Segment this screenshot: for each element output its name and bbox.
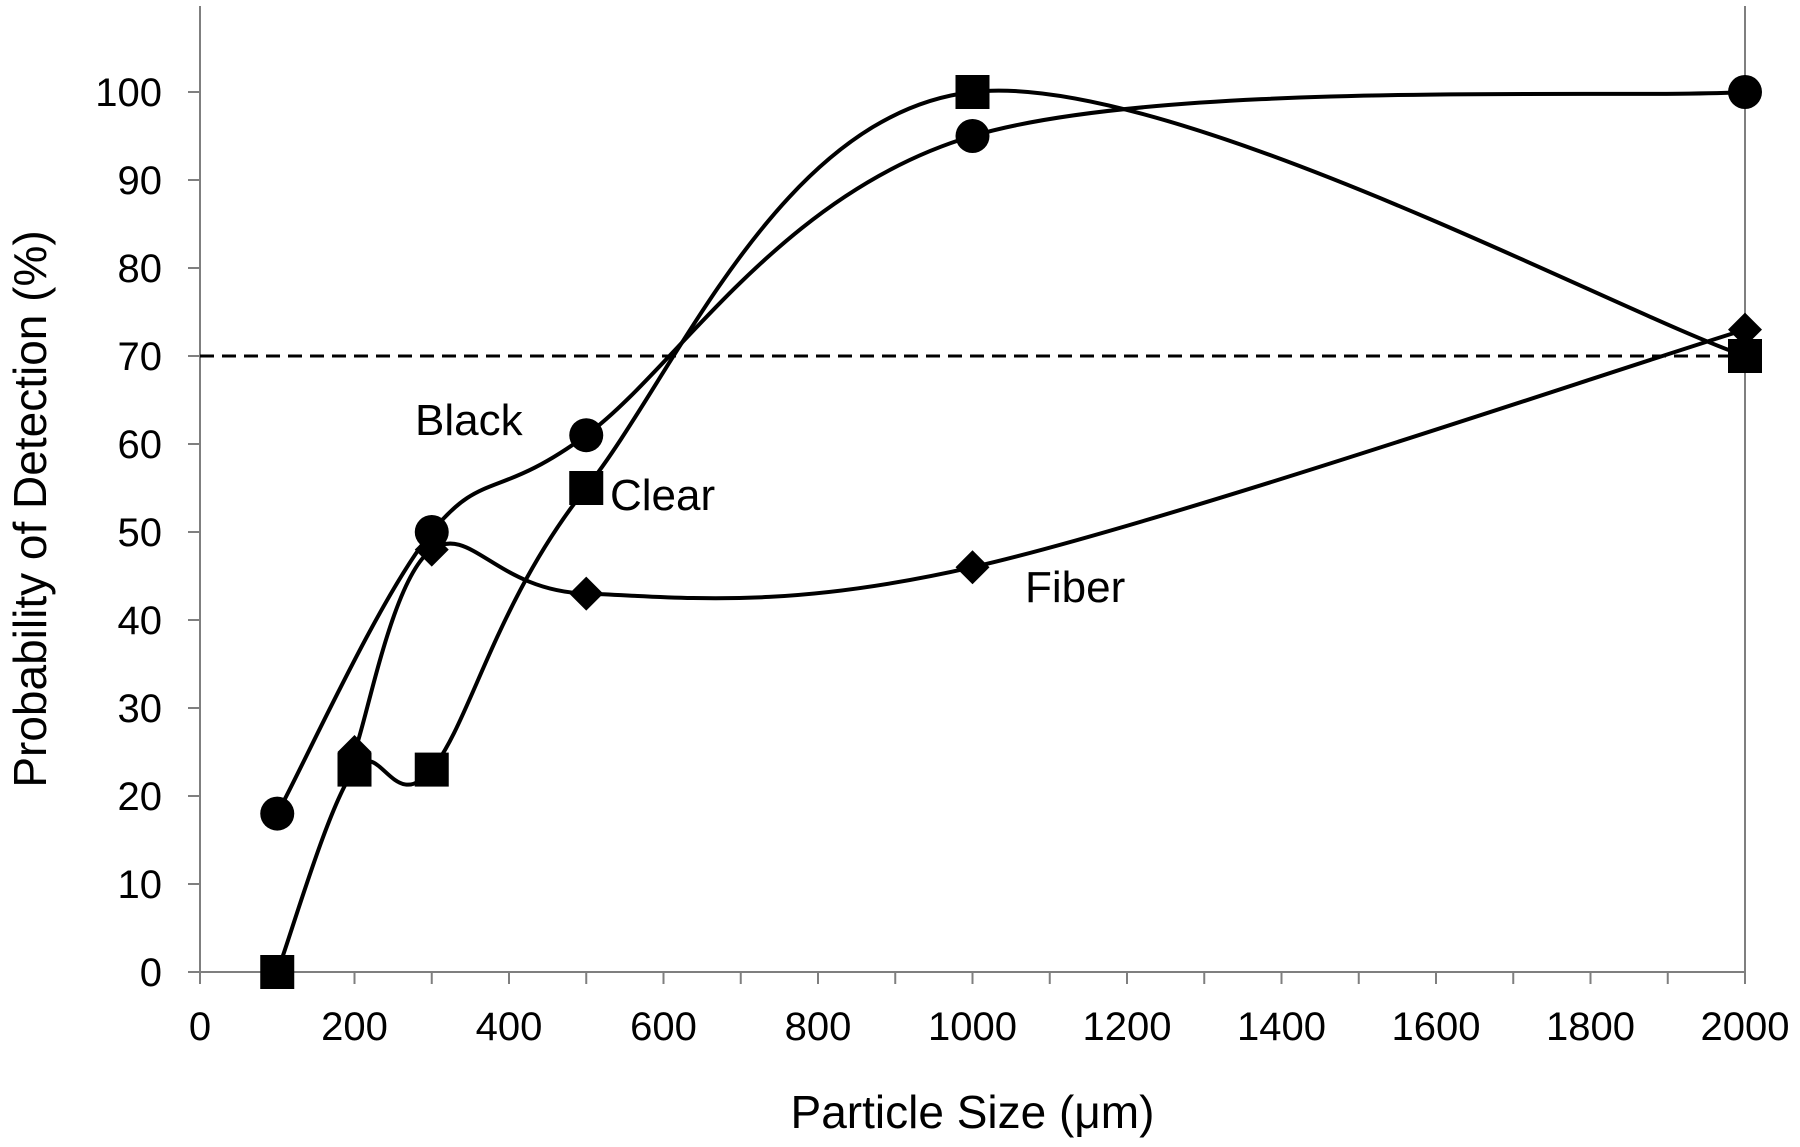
- x-tick-label: 1600: [1392, 1005, 1481, 1049]
- series-line-clear: [275, 88, 1746, 973]
- x-axis-title: Particle Size (μm): [791, 1086, 1155, 1138]
- marker-fiber: [955, 550, 990, 585]
- x-tick-label: 1000: [928, 1005, 1017, 1049]
- series-label-clear: Clear: [610, 471, 715, 520]
- y-tick-label: 40: [118, 599, 163, 643]
- series-label-fiber: Fiber: [1025, 563, 1125, 612]
- series-line-black: [275, 90, 1746, 815]
- y-tick-label: 0: [140, 951, 162, 995]
- x-tick-label: 2000: [1701, 1005, 1790, 1049]
- x-tick-label: 1800: [1546, 1005, 1635, 1049]
- y-tick-label: 100: [95, 71, 162, 115]
- marker-black: [955, 119, 990, 153]
- marker-black: [569, 418, 604, 453]
- marker-black: [414, 515, 449, 549]
- marker-fiber: [414, 532, 449, 567]
- y-tick-label: 80: [118, 247, 163, 291]
- marker-clear: [260, 955, 295, 989]
- y-tick-label: 70: [118, 335, 163, 379]
- y-tick-label: 20: [118, 775, 163, 819]
- x-tick-label: 200: [321, 1005, 388, 1049]
- marker-clear: [569, 471, 604, 505]
- x-tick-label: 1200: [1083, 1005, 1172, 1049]
- y-tick-label: 90: [118, 159, 163, 203]
- marker-black: [260, 796, 295, 831]
- series-markers: [260, 75, 1762, 989]
- y-tick-label: 30: [118, 687, 163, 731]
- y-axis-title: Probability of Detection (%): [4, 230, 56, 787]
- series-line-fiber: [352, 327, 1746, 753]
- marker-fiber: [337, 735, 372, 769]
- series-label-black: Black: [415, 396, 524, 445]
- x-tick-label: 0: [189, 1005, 211, 1049]
- marker-clear: [955, 75, 990, 109]
- x-tick-label: 600: [630, 1005, 697, 1049]
- marker-fiber: [569, 576, 604, 611]
- y-tick-label: 10: [118, 863, 163, 907]
- series-lines: [275, 88, 1746, 973]
- x-tick-label: 800: [785, 1005, 852, 1049]
- x-tick-label: 400: [476, 1005, 543, 1049]
- marker-clear: [414, 752, 449, 787]
- marker-fiber: [1728, 312, 1762, 347]
- marker-black: [1728, 75, 1762, 109]
- text-labels: Black Clear Fiber: [415, 396, 1125, 612]
- y-tick-label: 50: [118, 511, 163, 555]
- y-tick-label: 60: [118, 423, 163, 467]
- x-tick-label: 1400: [1237, 1005, 1326, 1049]
